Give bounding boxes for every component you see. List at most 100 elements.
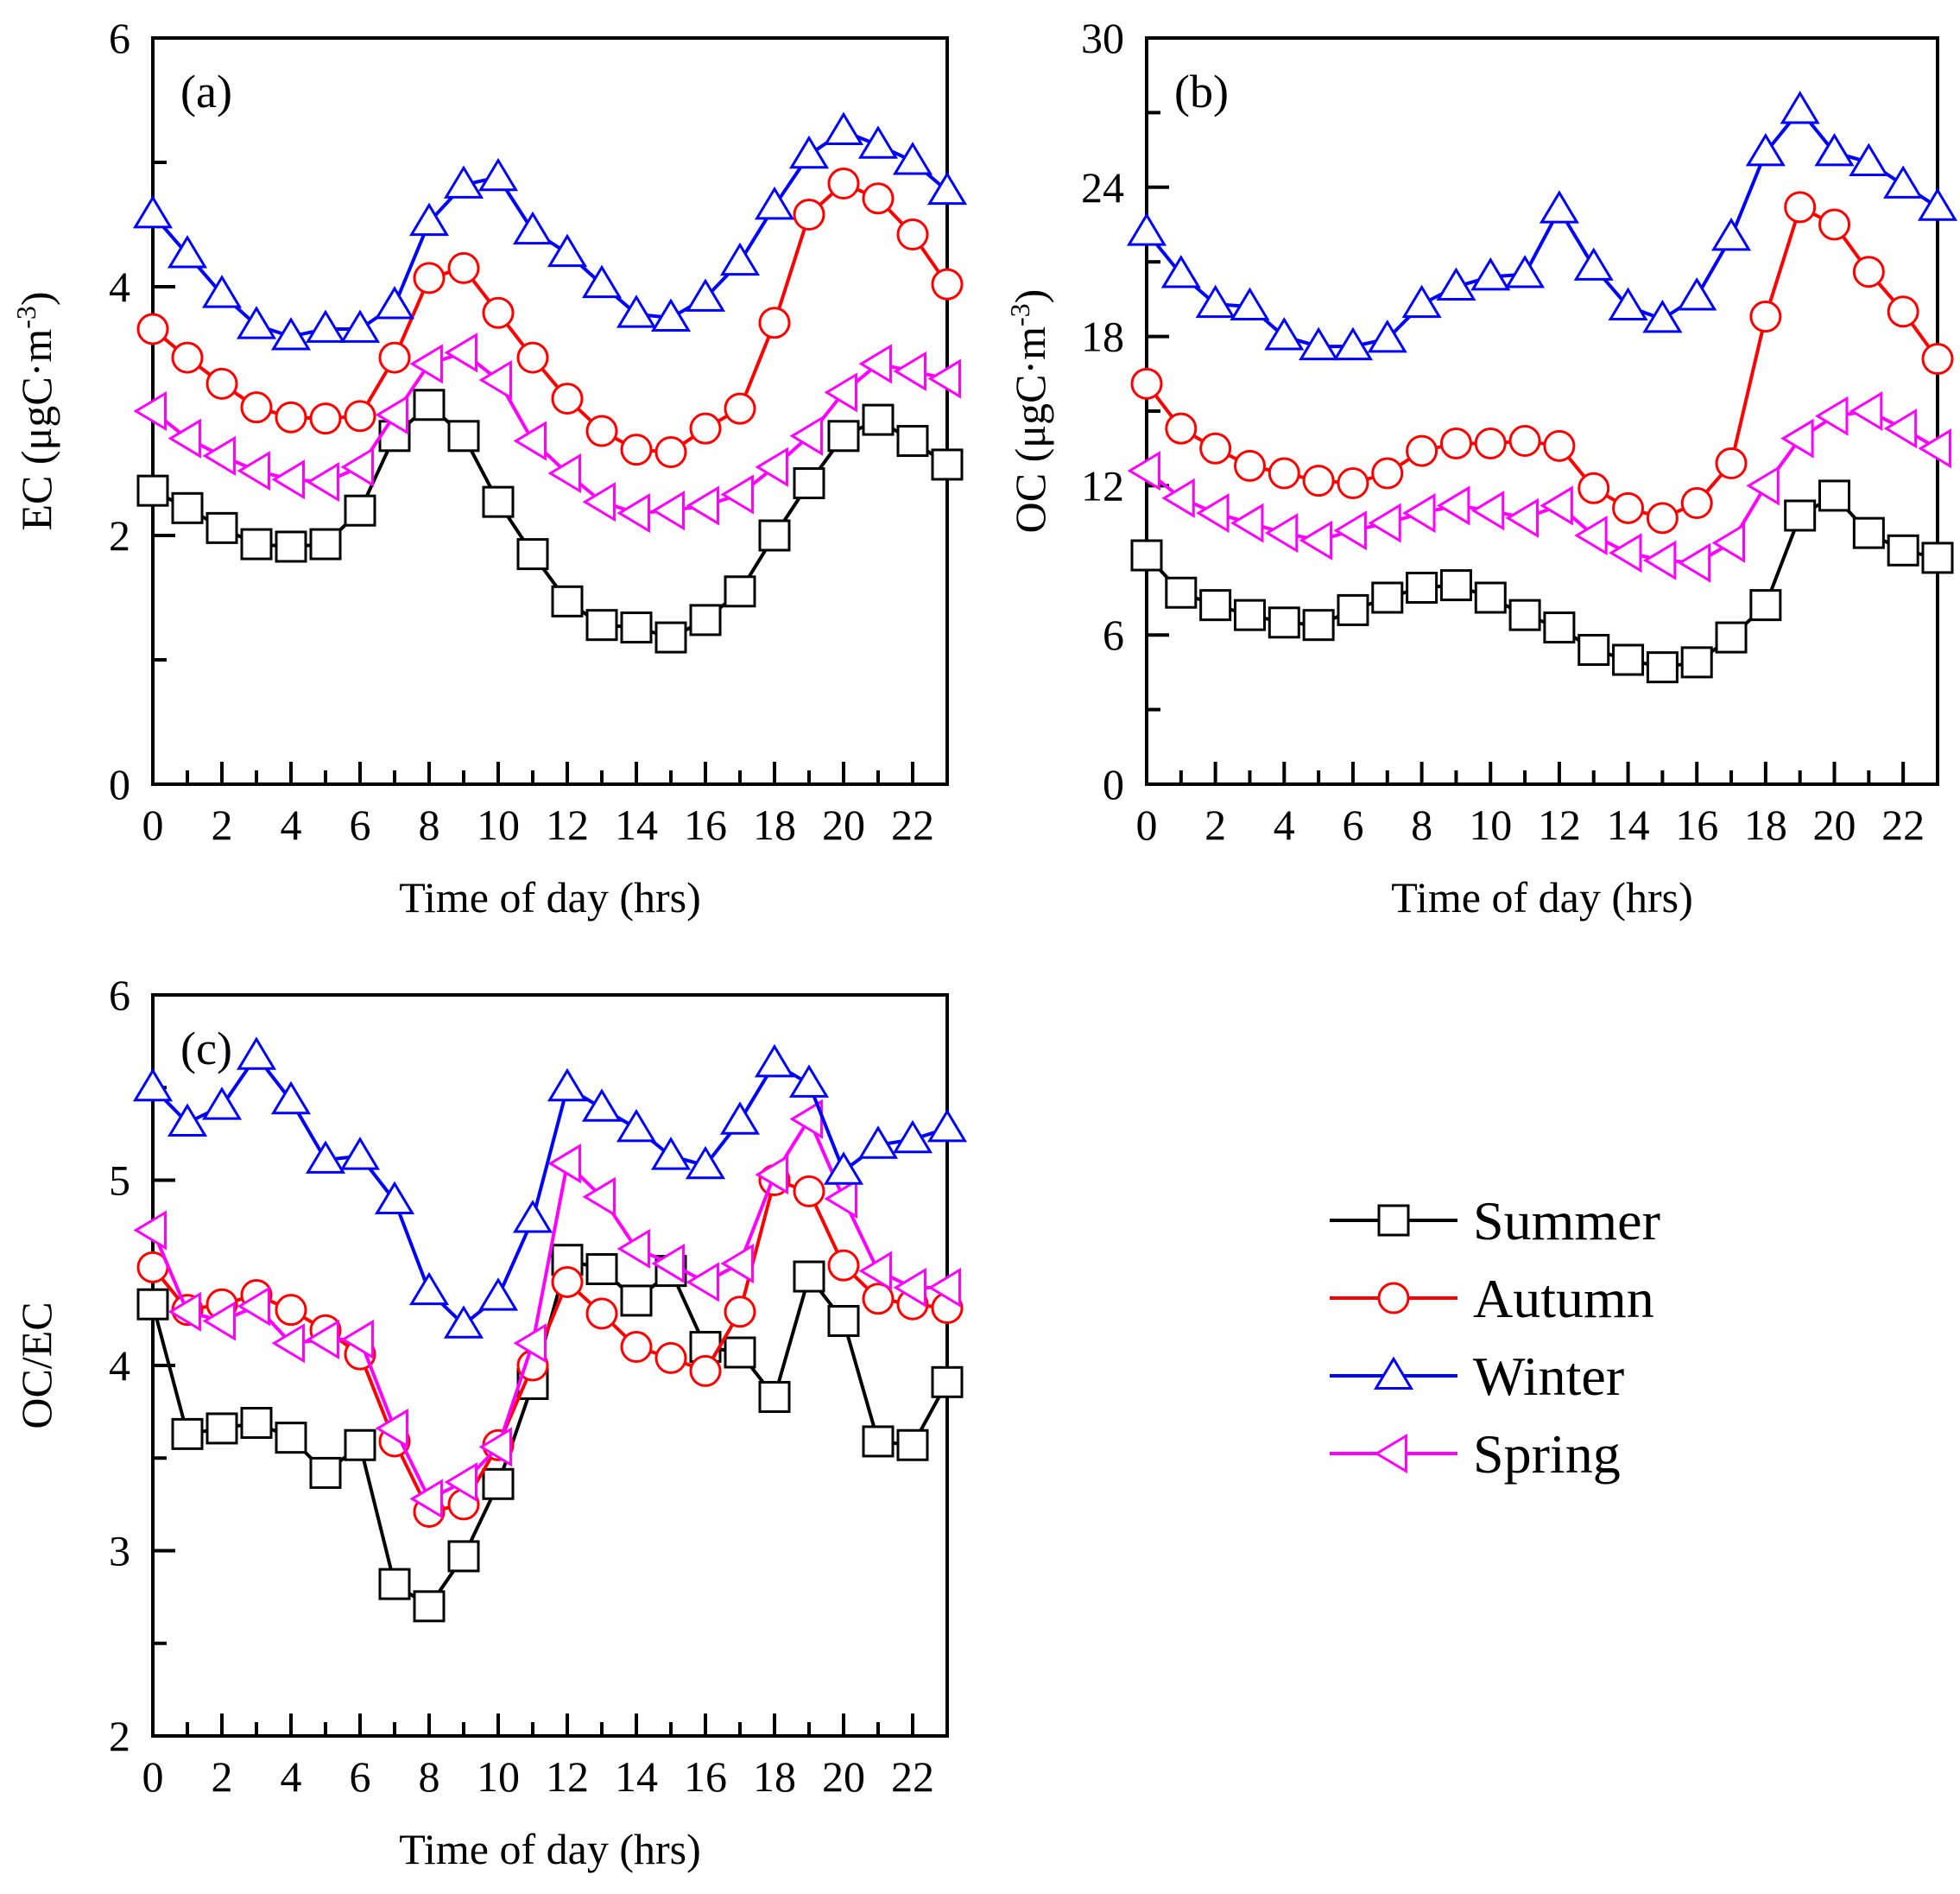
x-tick-label: 4 xyxy=(281,801,302,849)
data-point-autumn xyxy=(1508,425,1541,458)
legend-entry-spring: Spring xyxy=(1330,1423,1621,1485)
data-point-winter xyxy=(1264,317,1305,351)
data-point-spring xyxy=(237,451,270,491)
data-point-spring xyxy=(409,1479,443,1519)
data-point-summer xyxy=(205,1412,238,1445)
data-point-winter xyxy=(1849,143,1889,176)
data-point-autumn xyxy=(1646,502,1679,535)
data-point-winter xyxy=(1780,91,1820,124)
y-tick-label: 2 xyxy=(109,511,130,560)
data-point-summer xyxy=(171,1417,204,1450)
x-tick-label: 8 xyxy=(419,1752,440,1801)
y-tick-label: 4 xyxy=(109,263,130,311)
data-point-autumn xyxy=(862,1283,895,1315)
data-point-spring xyxy=(409,344,443,384)
data-point-summer xyxy=(1337,593,1369,626)
data-point-autumn xyxy=(136,313,169,345)
data-point-autumn xyxy=(654,436,687,469)
data-point-autumn xyxy=(1439,427,1472,459)
data-point-summer xyxy=(758,519,791,552)
data-point-winter xyxy=(512,211,553,245)
data-point-autumn xyxy=(1233,449,1266,482)
y-tick-label: 6 xyxy=(109,971,130,1019)
data-point-autumn xyxy=(827,1249,860,1282)
data-point-summer xyxy=(1508,599,1541,631)
data-point-spring xyxy=(1299,520,1333,561)
data-point-summer xyxy=(1921,542,1954,574)
data-point-spring xyxy=(1196,493,1230,534)
data-point-summer xyxy=(1543,611,1576,644)
x-tick-label: 2 xyxy=(1204,801,1226,849)
x-tick-label: 22 xyxy=(891,1752,934,1801)
data-point-winter xyxy=(1917,187,1958,221)
data-point-summer xyxy=(793,467,825,500)
data-point-summer xyxy=(1165,576,1198,609)
data-point-spring xyxy=(1333,510,1367,551)
data-point-spring xyxy=(133,390,167,432)
x-tick-label: 16 xyxy=(684,801,727,849)
data-point-spring xyxy=(444,333,477,373)
panel-label: (a) xyxy=(180,66,232,117)
data-point-summer xyxy=(1233,599,1266,631)
y-axis-title-main: EC (μgC·m xyxy=(12,329,60,531)
data-point-spring xyxy=(513,1323,547,1364)
data-point-winter xyxy=(443,1305,484,1339)
data-point-spring xyxy=(1127,451,1160,491)
data-point-spring xyxy=(1470,491,1505,531)
data-point-autumn xyxy=(378,341,411,374)
x-tick-label: 6 xyxy=(1342,801,1363,849)
data-point-autumn xyxy=(551,383,584,415)
data-point-autumn xyxy=(1406,434,1438,467)
y-axis-title-close: ) xyxy=(12,291,60,306)
data-point-winter xyxy=(788,135,830,169)
data-point-winter xyxy=(581,264,623,299)
x-axis-title: Time of day (hrs) xyxy=(399,873,701,922)
data-point-spring xyxy=(444,1462,477,1503)
data-point-spring xyxy=(1230,503,1264,543)
data-point-winter xyxy=(443,165,484,199)
data-point-winter xyxy=(650,298,692,332)
data-point-summer xyxy=(240,528,273,561)
x-tick-label: 22 xyxy=(1881,801,1925,849)
x-axis-title: Time of day (hrs) xyxy=(399,1825,701,1873)
data-point-winter xyxy=(1230,287,1270,320)
data-point-summer xyxy=(1818,479,1851,512)
data-point-summer xyxy=(1199,589,1232,622)
legend-marker xyxy=(1374,1433,1407,1474)
data-point-summer xyxy=(654,621,687,654)
x-tick-label: 0 xyxy=(1136,801,1158,849)
data-point-autumn xyxy=(1749,301,1782,333)
x-tick-label: 8 xyxy=(419,801,440,849)
data-point-summer xyxy=(1577,633,1610,666)
data-point-winter xyxy=(1436,267,1476,301)
data-point-spring xyxy=(1677,542,1711,583)
data-point-summer xyxy=(482,485,515,518)
data-point-spring xyxy=(202,1301,236,1341)
data-point-spring xyxy=(858,344,892,384)
data-point-spring xyxy=(858,1251,892,1291)
data-point-winter xyxy=(201,275,243,308)
data-point-summer xyxy=(620,611,653,644)
data-point-winter xyxy=(339,1137,381,1170)
data-point-winter xyxy=(270,1080,312,1115)
y-tick-label: 4 xyxy=(109,1341,130,1390)
data-point-autumn xyxy=(620,434,653,466)
data-point-winter xyxy=(754,1043,795,1078)
data-point-summer xyxy=(585,609,618,642)
data-point-autumn xyxy=(205,367,238,400)
data-point-spring xyxy=(375,395,408,435)
data-point-autumn xyxy=(793,1175,825,1207)
legend-label: Spring xyxy=(1473,1423,1621,1485)
data-point-winter xyxy=(1814,133,1855,167)
legend-marker xyxy=(1373,1356,1414,1390)
data-point-autumn xyxy=(827,167,860,200)
data-point-winter xyxy=(167,1103,208,1137)
data-point-summer xyxy=(585,1252,618,1285)
data-point-summer xyxy=(931,448,964,481)
y-tick-label: 0 xyxy=(109,760,130,808)
data-point-summer xyxy=(275,530,307,563)
data-point-summer xyxy=(1852,516,1885,549)
series-summer xyxy=(1130,479,1954,684)
y-tick-label: 6 xyxy=(1103,611,1124,659)
